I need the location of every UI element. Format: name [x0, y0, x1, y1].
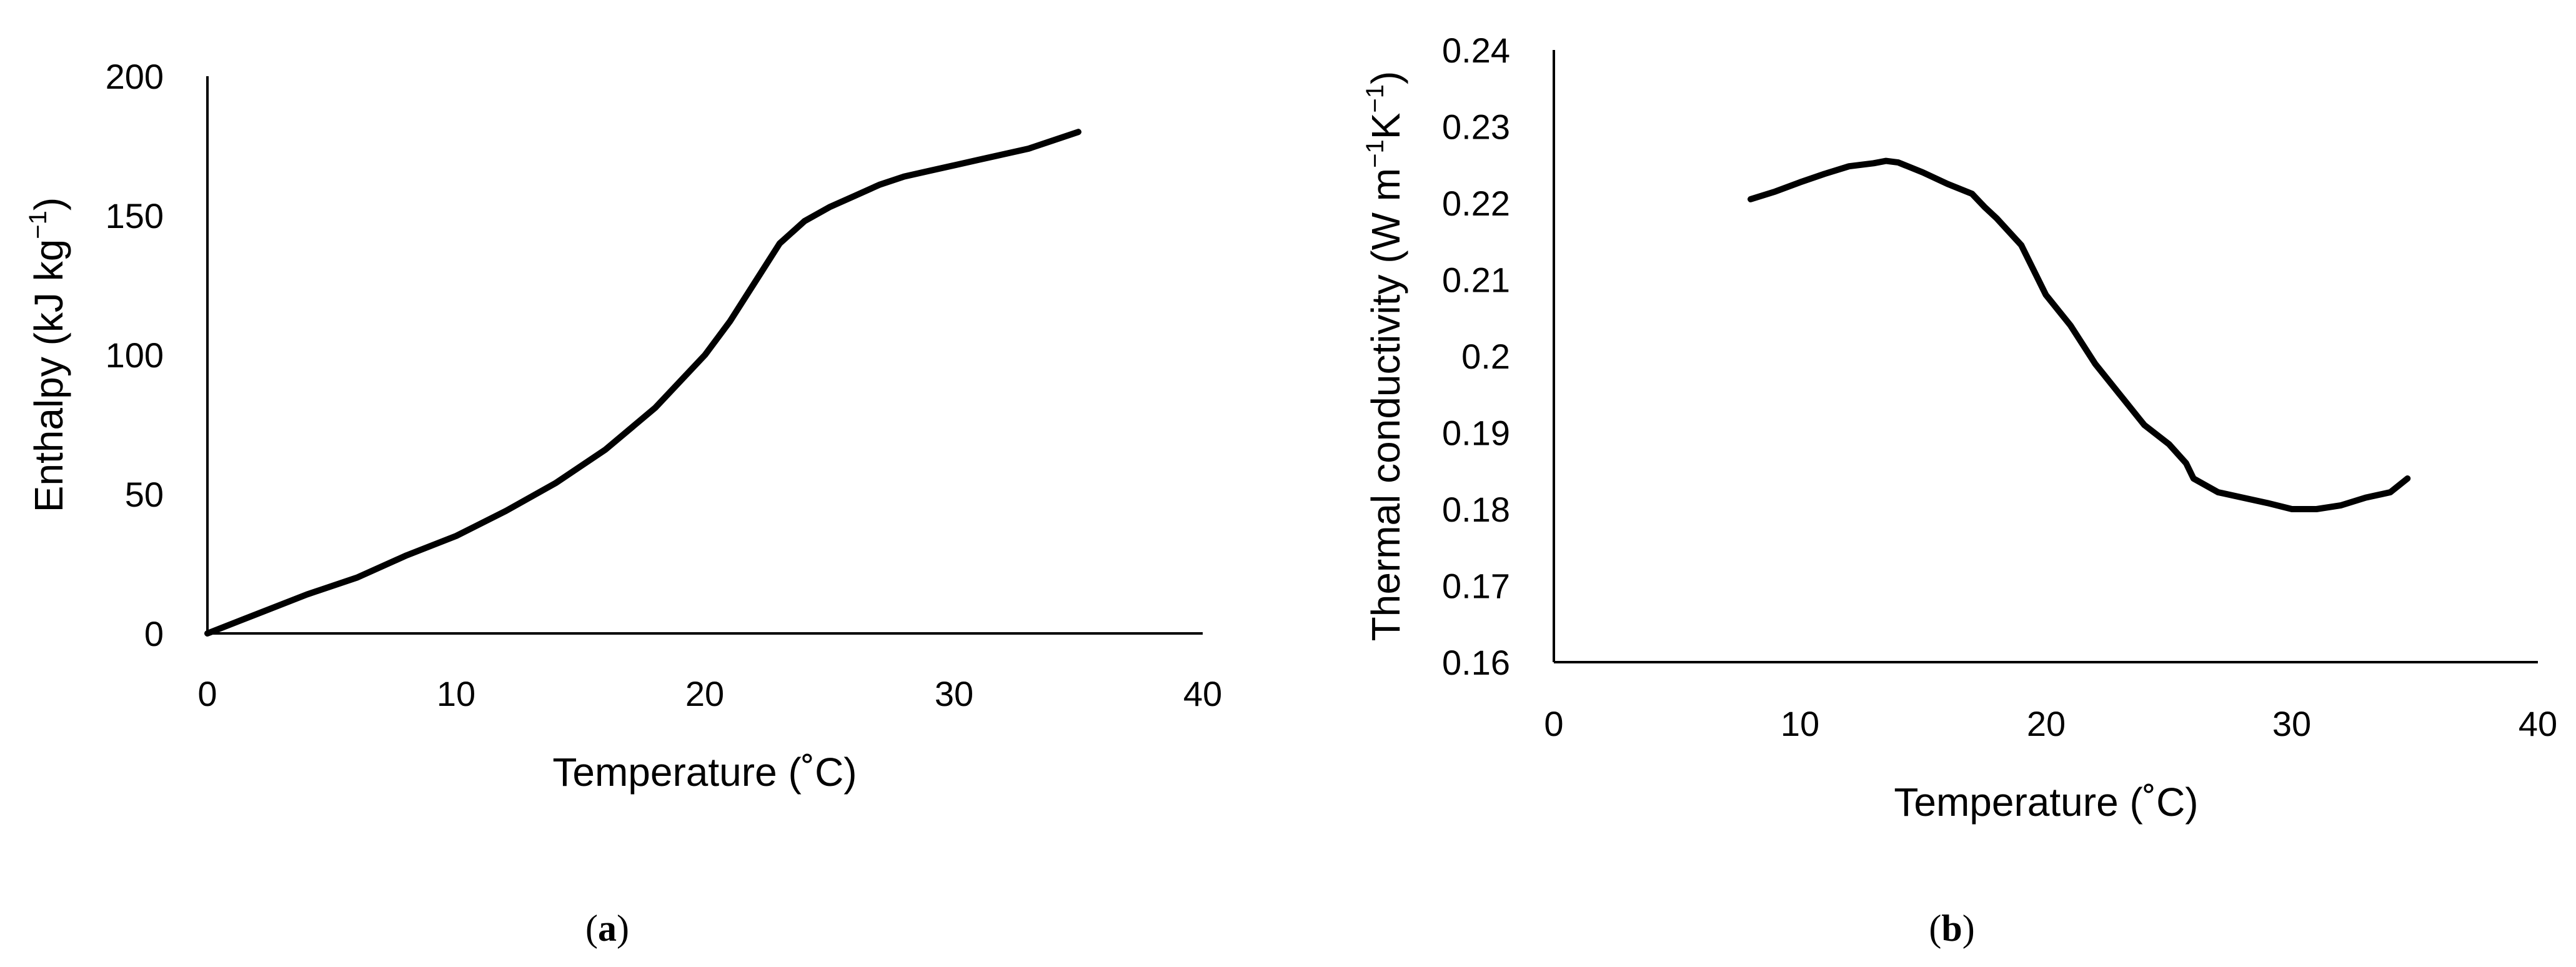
panel-b-x-tick-label: 20: [2027, 704, 2066, 743]
panel-b-x-axis-title: Temperature (˚C): [1894, 780, 2198, 825]
panel-a-label: (a): [585, 908, 629, 949]
panel-b-y-tick-label: 0.19: [1442, 414, 1510, 453]
panel-a-x-tick-label: 0: [197, 674, 217, 713]
panel-b-y-tick-label: 0.22: [1442, 184, 1510, 223]
panel-b-y-tick-label: 0.23: [1442, 107, 1510, 147]
panel-a-y-tick-label: 50: [125, 475, 164, 514]
panel-b-label: (b): [1929, 908, 1974, 949]
panel-b-y-tick-label: 0.21: [1442, 260, 1510, 300]
panel-a-x-tick-label: 40: [1183, 674, 1222, 713]
panel-a-x-axis-title: Temperature (˚C): [552, 750, 857, 795]
panel-b-y-tick-label: 0.2: [1461, 337, 1510, 376]
panel-a-y-tick-label: 0: [144, 614, 164, 653]
panel-b-x-tick-label: 40: [2519, 704, 2557, 743]
panel-b-y-tick-label: 0.18: [1442, 490, 1510, 529]
panel-a-enthalpy-line: [204, 129, 1082, 637]
panel-b-x-tick-label: 30: [2272, 704, 2311, 743]
panel-b-y-tick-label: 0.17: [1442, 567, 1510, 606]
panel-a-y-tick-label: 200: [106, 57, 164, 96]
panel-a-y-tick-label: 150: [106, 196, 164, 236]
panel-a-x-tick-label: 10: [437, 674, 475, 713]
panel-a-x-tick-label: 30: [935, 674, 973, 713]
panel-b-thermal-conductivity-chart: 0.16 0.17 0.18 0.19 0.2 0.21 0.22 0.23 0…: [1361, 31, 2557, 949]
panel-b-thermal-conductivity-line: [1748, 157, 2411, 512]
panel-b-y-axis-title: Thermal conductivity (W m−1K−1): [1361, 71, 1408, 642]
panel-b-x-tick-label: 0: [1544, 704, 1563, 743]
panel-b-y-tick-label: 0.16: [1442, 643, 1510, 682]
panel-a-x-tick-label: 20: [685, 674, 724, 713]
panel-a-enthalpy-chart: 0 50 100 150 200 0 10 20 30 40 Temperatu…: [24, 57, 1222, 949]
panel-a-y-axis-title: Enthalpy (kJ kg−1): [24, 197, 71, 512]
panel-b-x-tick-label: 10: [1781, 704, 1819, 743]
panel-b-y-tick-label: 0.24: [1442, 31, 1510, 70]
panel-a-y-tick-label: 100: [106, 335, 164, 375]
